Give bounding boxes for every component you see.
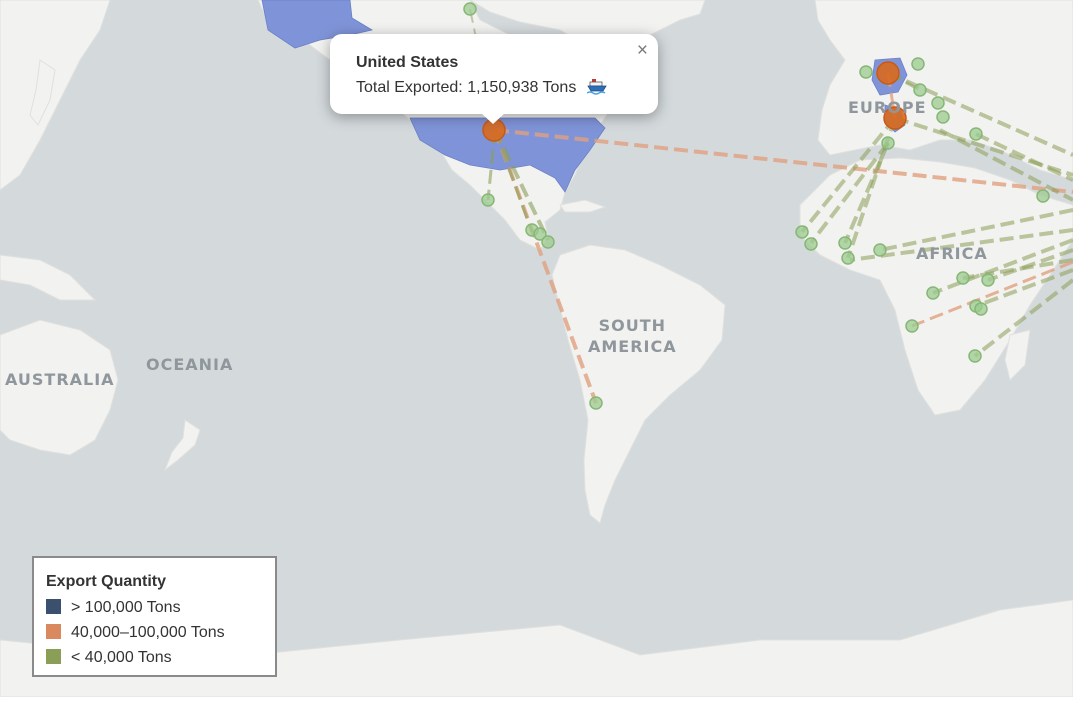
popup-value: 1,150,938 Tons xyxy=(467,79,577,96)
close-icon[interactable]: × xyxy=(636,40,648,61)
continent-label-australia: AUSTRALIA xyxy=(5,370,115,389)
markers-medium xyxy=(482,61,907,142)
legend-item-medium: 40,000–100,000 Tons xyxy=(46,623,225,643)
continent-label-europe: EUROPE xyxy=(848,98,927,117)
route-eu-wafrica-4 xyxy=(843,142,890,244)
australia-land xyxy=(0,319,119,456)
new-zealand-land xyxy=(163,419,201,472)
ship-icon xyxy=(586,77,607,95)
marker-eu-6[interactable] xyxy=(969,127,983,141)
legend-swatch-medium xyxy=(46,624,61,639)
marker-eu-4[interactable] xyxy=(931,96,945,110)
marker-arctic[interactable] xyxy=(463,2,477,16)
continent-label-south-america: SOUTH AMERICA xyxy=(588,316,677,356)
marker-germany[interactable] xyxy=(876,61,900,85)
marker-wafrica-4[interactable] xyxy=(841,251,855,265)
route-eu-wafrica-1 xyxy=(809,141,890,245)
marker-middle-east[interactable] xyxy=(1036,189,1050,203)
route-us-central xyxy=(493,129,534,233)
legend-swatch-small xyxy=(46,649,61,664)
marker-eu-3[interactable] xyxy=(913,83,927,97)
europe-land xyxy=(814,0,1073,181)
legend: Export Quantity > 100,000 Tons 40,000–10… xyxy=(32,556,277,677)
marker-central-2[interactable] xyxy=(533,227,547,241)
marker-eu-1[interactable] xyxy=(859,65,873,79)
marker-cafrica-2[interactable] xyxy=(956,271,970,285)
asia-land xyxy=(0,0,111,191)
route-east-africa-8 xyxy=(987,248,1073,282)
country-popup: United States Total Exported: 1,150,938 … xyxy=(330,34,658,124)
popup-body: Total Exported: 1,150,938 Tons xyxy=(356,77,607,97)
route-eu-east-1 xyxy=(894,116,1073,177)
legend-item-large: > 100,000 Tons xyxy=(46,598,181,618)
marker-central-3[interactable] xyxy=(541,235,555,249)
marker-italy[interactable] xyxy=(883,106,907,130)
route-east-africa-2 xyxy=(849,228,1073,262)
legend-swatch-large xyxy=(46,599,61,614)
marker-wafrica-1[interactable] xyxy=(795,225,809,239)
japan-land xyxy=(29,59,56,126)
marker-chile[interactable] xyxy=(589,396,603,410)
continent-label-oceania: OCEANIA xyxy=(146,355,234,374)
marker-eafrica-4[interactable] xyxy=(968,349,982,363)
south-america-land xyxy=(551,244,726,524)
islands-land xyxy=(0,254,97,301)
marker-eafrica-3[interactable] xyxy=(974,302,988,316)
marker-mexico-west[interactable] xyxy=(481,193,495,207)
popup-tip xyxy=(481,113,505,124)
legend-label-medium: 40,000–100,000 Tons xyxy=(71,624,225,641)
marker-wafrica-3[interactable] xyxy=(838,236,852,250)
caribbean-land xyxy=(559,199,607,213)
route-east-africa-7 xyxy=(911,260,1073,328)
route-us-mexico xyxy=(493,129,550,241)
trade-routes xyxy=(469,8,1073,404)
marker-eafrica-1[interactable] xyxy=(981,273,995,287)
marker-angola[interactable] xyxy=(905,319,919,333)
marker-eu-2[interactable] xyxy=(911,57,925,71)
route-east-africa-1 xyxy=(879,208,1073,252)
marker-wafrica-2[interactable] xyxy=(804,237,818,251)
route-us-east xyxy=(494,128,1073,194)
legend-label-large: > 100,000 Tons xyxy=(71,599,181,616)
markers-small xyxy=(463,2,1050,410)
legend-label-small: < 40,000 Tons xyxy=(71,649,172,666)
route-eu-east-4 xyxy=(975,132,1073,182)
madagascar-land xyxy=(1004,329,1031,381)
marker-wafrica-5[interactable] xyxy=(873,243,887,257)
route-east-africa-5 xyxy=(975,268,1073,308)
route-eu-wafrica-2 xyxy=(800,116,897,234)
legend-item-small: < 40,000 Tons xyxy=(46,648,172,668)
marker-eu-7[interactable] xyxy=(881,136,895,150)
marker-eu-5[interactable] xyxy=(936,110,950,124)
marker-cafrica-1[interactable] xyxy=(926,286,940,300)
route-east-africa-4 xyxy=(962,258,1073,280)
route-east-africa-3 xyxy=(932,238,1073,295)
popup-country-name: United States xyxy=(356,54,459,71)
legend-title: Export Quantity xyxy=(46,573,167,590)
popup-label: Total Exported: xyxy=(356,79,463,96)
route-east-africa-6 xyxy=(973,278,1073,358)
route-eu-east-3 xyxy=(939,128,1073,202)
continent-label-africa: AFRICA xyxy=(916,244,988,263)
